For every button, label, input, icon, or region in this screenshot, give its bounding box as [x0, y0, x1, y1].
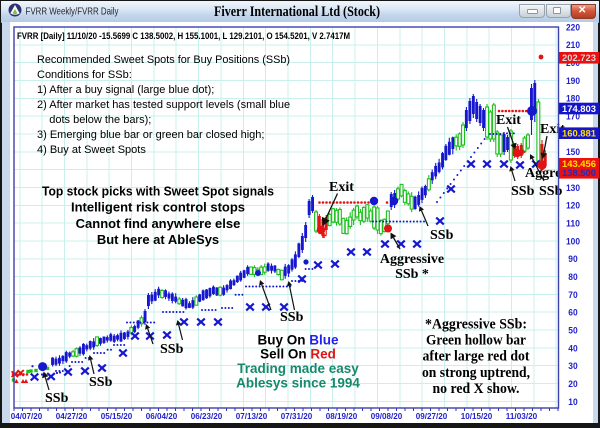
- svg-text:Conditions for SSb:: Conditions for SSb:: [37, 69, 132, 81]
- svg-text:Fiverr International Ltd (Stoc: Fiverr International Ltd (Stock): [214, 4, 380, 20]
- svg-text:SSb: SSb: [160, 342, 184, 357]
- svg-text:on strong uptrend,: on strong uptrend,: [422, 365, 530, 381]
- svg-text:SSb: SSb: [511, 184, 535, 199]
- svg-text:Recommended Sweet Spots for Bu: Recommended Sweet Spots for Buy Position…: [37, 54, 290, 66]
- svg-text:07/13/20: 07/13/20: [236, 411, 268, 421]
- svg-text:1) After a buy signal (large b: 1) After a buy signal (large blue dot);: [37, 84, 214, 96]
- svg-text:138.500: 138.500: [562, 168, 596, 179]
- svg-text:2) After market has tested sup: 2) After market has tested support level…: [37, 99, 290, 111]
- svg-text:09/08/20: 09/08/20: [371, 411, 403, 421]
- svg-text:50: 50: [568, 326, 577, 337]
- svg-text:160.881: 160.881: [562, 129, 597, 140]
- svg-text:190: 190: [566, 76, 580, 87]
- svg-text:3) Emerging blue bar or green: 3) Emerging blue bar or green bar closed…: [37, 129, 264, 141]
- svg-text:174.803: 174.803: [562, 104, 596, 115]
- svg-text:06/23/20: 06/23/20: [191, 411, 223, 421]
- svg-text:210: 210: [566, 40, 580, 51]
- svg-text:FVRR Weekly/FVRR Daily: FVRR Weekly/FVRR Daily: [26, 6, 120, 18]
- svg-text:130: 130: [566, 183, 580, 194]
- svg-text:*Aggressive SSb:: *Aggressive SSb:: [425, 317, 527, 333]
- svg-text:SSb: SSb: [430, 228, 454, 243]
- svg-text:Exit: Exit: [496, 113, 521, 128]
- svg-text:04/27/20: 04/27/20: [56, 411, 88, 421]
- svg-text:09/27/20: 09/27/20: [416, 411, 448, 421]
- svg-text:SSb: SSb: [280, 310, 304, 325]
- svg-text:180: 180: [566, 94, 580, 105]
- svg-text:Exit: Exit: [329, 180, 354, 195]
- svg-text:10/15/20: 10/15/20: [461, 411, 493, 421]
- svg-text:08/19/20: 08/19/20: [326, 411, 358, 421]
- svg-text:120: 120: [566, 201, 580, 212]
- svg-text:80: 80: [568, 272, 577, 283]
- svg-text:07/31/20: 07/31/20: [281, 411, 313, 421]
- svg-text:20: 20: [568, 379, 577, 390]
- svg-text:Cannot find anywhere else: Cannot find anywhere else: [76, 216, 241, 231]
- svg-text:Trading made easy: Trading made easy: [237, 361, 359, 376]
- svg-text:after large red dot: after large red dot: [423, 349, 530, 365]
- svg-text:Intelligent risk control stops: Intelligent risk control stops: [71, 200, 245, 215]
- svg-text:90: 90: [568, 254, 577, 265]
- svg-text:11/03/20: 11/03/20: [506, 411, 538, 421]
- svg-text:Sell On Red: Sell On Red: [260, 346, 336, 361]
- svg-text:110: 110: [566, 219, 580, 230]
- svg-text:4) Buy at Sweet Spots: 4) Buy at Sweet Spots: [37, 144, 146, 156]
- svg-text:dots below the bars);: dots below the bars);: [37, 114, 151, 126]
- svg-text:220: 220: [566, 22, 580, 33]
- svg-text:SSb *: SSb *: [395, 267, 429, 282]
- svg-text:SSb: SSb: [45, 391, 69, 406]
- svg-text:100: 100: [566, 236, 580, 247]
- svg-text:But here at AbleSys: But here at AbleSys: [97, 232, 219, 247]
- svg-text:05/15/20: 05/15/20: [101, 411, 133, 421]
- svg-text:no red X show.: no red X show.: [433, 381, 520, 397]
- svg-text:Ablesys since 1994: Ablesys since 1994: [236, 375, 360, 390]
- svg-text:40: 40: [568, 343, 577, 354]
- svg-text:SSb: SSb: [89, 375, 113, 390]
- svg-text:143.456: 143.456: [562, 159, 596, 170]
- svg-text:30: 30: [568, 361, 577, 372]
- svg-text:Green hollow bar: Green hollow bar: [426, 333, 526, 349]
- svg-text:170: 170: [566, 112, 580, 123]
- svg-text:04/07/20: 04/07/20: [11, 411, 43, 421]
- svg-text:70: 70: [568, 290, 577, 301]
- svg-text:60: 60: [568, 308, 577, 319]
- svg-text:Aggressive: Aggressive: [380, 252, 444, 267]
- svg-text:FVRR [Daily] 11/10/20 -15.569: FVRR [Daily] 11/10/20 -15.5699 C 138.500…: [17, 31, 350, 41]
- svg-text:06/04/20: 06/04/20: [146, 411, 178, 421]
- svg-text:Top stock picks with Sweet Spo: Top stock picks with Sweet Spot signals: [42, 184, 274, 199]
- svg-text:150: 150: [566, 147, 580, 158]
- svg-text:SSb: SSb: [539, 184, 563, 199]
- svg-text:202.723: 202.723: [562, 53, 596, 64]
- svg-text:Buy On Blue: Buy On Blue: [257, 332, 339, 347]
- svg-text:10: 10: [568, 397, 577, 408]
